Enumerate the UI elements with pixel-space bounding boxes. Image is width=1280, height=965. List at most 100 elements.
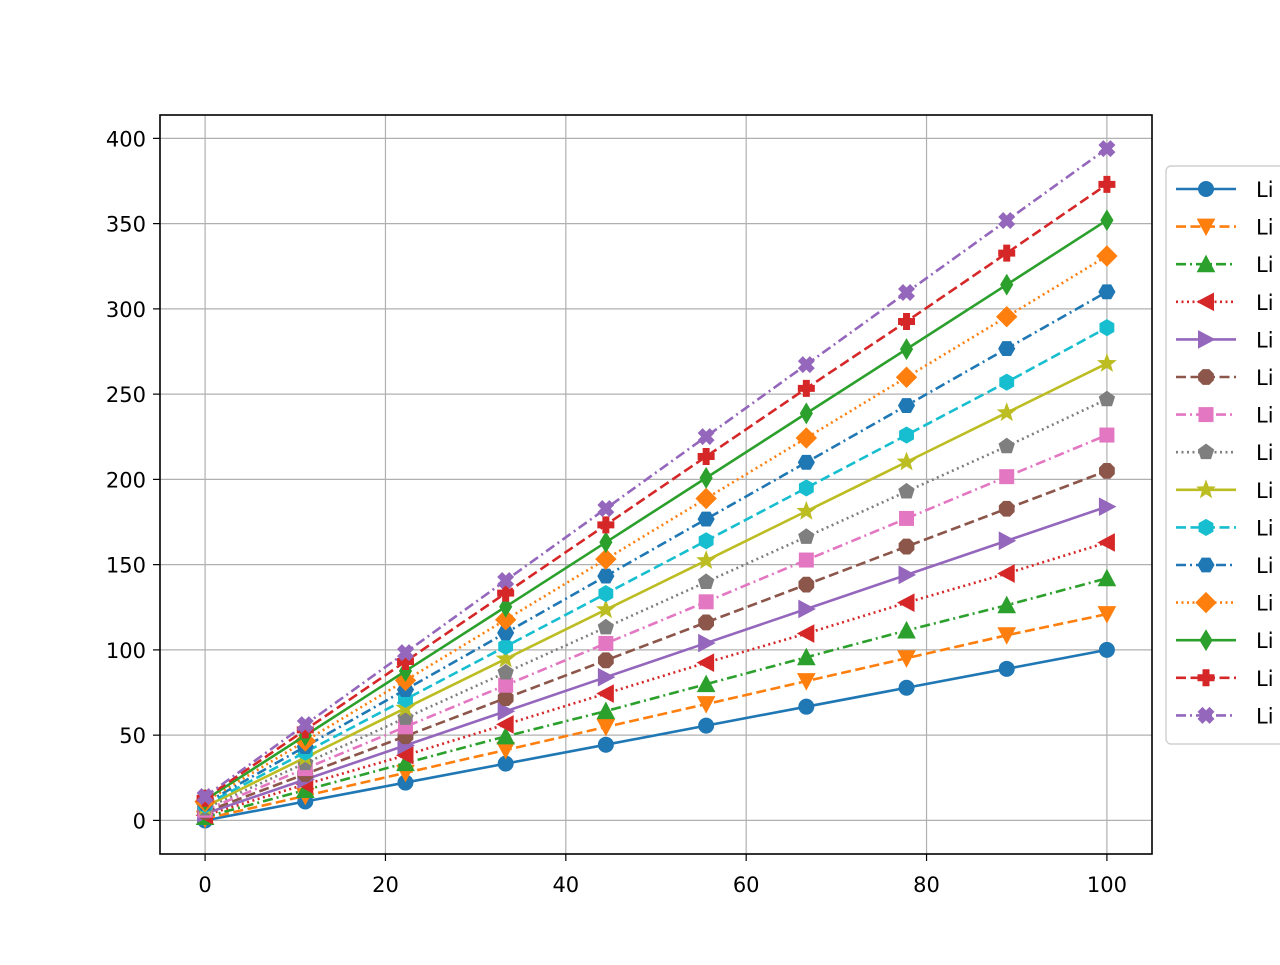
triangle-right-marker [497,701,516,721]
triangle-up-shape [897,620,916,639]
x-filled-marker [196,788,214,806]
hexagon2-marker [797,454,815,470]
x-tick-label: 20 [372,873,399,897]
octagon-marker [497,690,514,707]
y-tick-label: 200 [106,468,146,492]
hexagon2-marker [1197,557,1215,573]
plus-filled-marker [998,244,1016,262]
triangle-left-marker [496,715,514,734]
legend-label: Li [1256,592,1274,616]
plus-filled-marker [1098,175,1116,193]
x-filled-marker [898,284,916,301]
diamond-marker [494,609,517,631]
legend-entry: Li [1176,704,1274,728]
legend: Li Li Li Li Li Li Li Li Li Li Li Li Li Li Li [1165,165,1280,745]
triangle-left-marker [896,593,915,612]
diamond-shape [1195,591,1217,614]
legend-entry: Li [1176,667,1274,691]
star-shape [495,648,516,668]
plus-filled-marker [597,516,615,534]
x-tick-label: 100 [1087,873,1127,897]
legend-box [1165,165,1280,745]
octagon-shape [597,652,614,669]
diamond-shape [1096,245,1118,267]
legend-entry: Li [1176,441,1274,465]
triangle-up-marker [696,674,716,693]
x-filled-marker [697,428,715,446]
legend-label: Li [1256,216,1274,240]
star-marker [896,451,917,471]
thin-diamond-shape [799,402,813,425]
hexagon-marker [598,585,614,603]
triangle-down-shape [696,696,716,714]
diamond-marker [595,548,617,570]
triangle-left-shape [1097,533,1115,552]
triangle-left-shape [896,593,915,612]
hexagon-marker [1198,518,1214,536]
legend-label: Li [1256,178,1274,202]
pentagon-shape [597,618,615,635]
square-shape [598,635,614,651]
hexagon2-shape [1098,284,1116,300]
legend-label: Li [1256,441,1274,465]
hexagon-shape [598,585,614,603]
square-marker [698,594,714,610]
hexagon2-marker [697,511,715,527]
triangle-down-marker [1097,606,1117,624]
diamond-shape [795,427,818,449]
x-tick-label: 0 [198,873,211,897]
hexagon2-shape [797,454,815,470]
triangle-down-marker [997,627,1017,645]
triangle-up-shape [797,647,816,666]
triangle-down-shape [797,673,816,691]
triangle-up-shape [496,726,515,745]
octagon-shape [1198,369,1214,385]
hexagon-shape [798,479,814,497]
square-shape [1099,427,1115,443]
diamond-marker [996,306,1018,328]
star-marker [696,550,717,569]
y-tick-label: 350 [106,213,146,237]
x-filled-marker [1098,140,1116,158]
pentagon-marker [597,618,615,635]
triangle-down-shape [897,650,916,668]
octagon-shape [998,500,1015,517]
triangle-down-shape [1097,606,1117,624]
octagon-shape [497,690,514,707]
hexagon-shape [498,637,514,656]
thin-diamond-shape [699,466,713,489]
triangle-down-marker [797,673,816,691]
circle-marker [698,717,715,734]
plus-filled-marker [1197,669,1215,687]
legend-label: Li [1256,291,1274,315]
plus-shape [1098,175,1116,193]
x-shape [697,428,715,446]
hexagon2-marker [597,568,615,584]
circle-shape [698,717,715,734]
triangle-left-shape [596,684,614,703]
triangle-right-marker [698,633,716,653]
star-marker [796,500,817,520]
triangle-up-marker [396,753,415,772]
legend-label: Li [1256,479,1274,503]
thin-diamond-shape [1100,209,1114,232]
plus-filled-marker [697,448,715,466]
pentagon-marker [697,573,715,590]
hexagon2-marker [998,341,1016,357]
legend-entry: Li [1176,178,1274,202]
x-tick-label: 80 [913,873,940,897]
triangle-up-shape [1097,568,1117,587]
circle-shape [1198,181,1214,197]
thin-diamond-marker [899,338,914,361]
diamond-marker [895,366,918,388]
circle-shape [898,679,915,696]
series-lines [194,140,1118,829]
triangle-down-shape [997,627,1017,645]
star-marker [996,402,1017,422]
hexagon-shape [899,426,914,444]
triangle-left-marker [596,684,614,703]
triangle-up-shape [696,674,716,693]
x-shape [898,284,916,301]
pentagon-shape [1098,390,1116,407]
